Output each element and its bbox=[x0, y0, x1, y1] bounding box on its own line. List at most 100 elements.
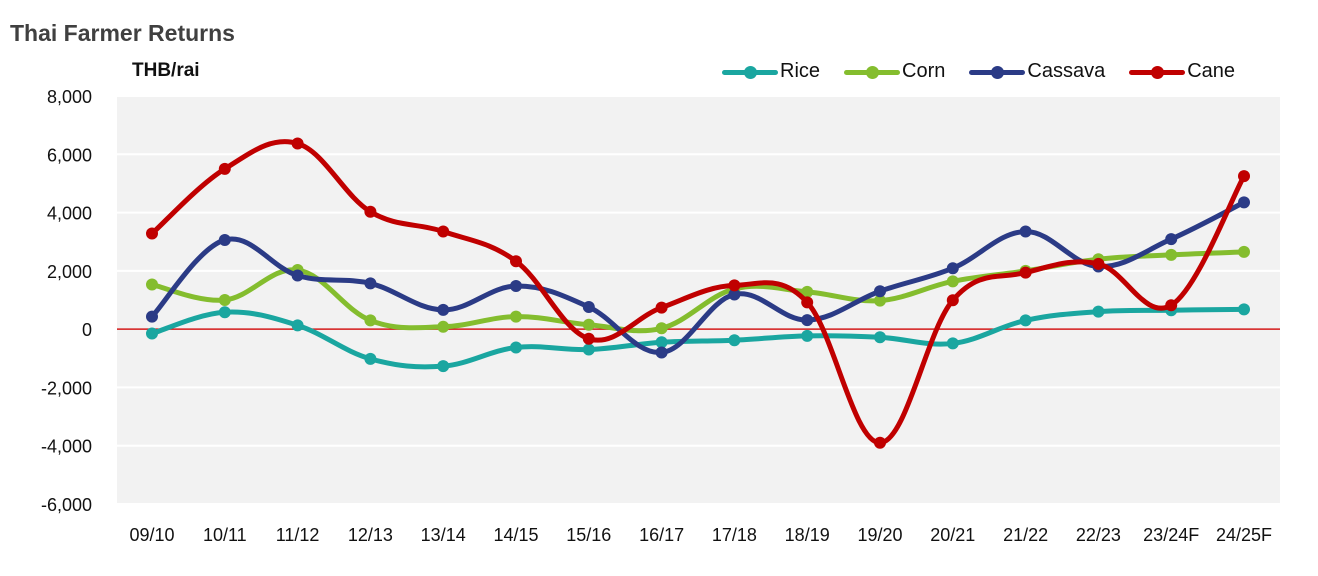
data-point-cassava bbox=[291, 269, 304, 282]
data-point-corn bbox=[510, 310, 522, 323]
series-line-cassava bbox=[149, 199, 1247, 355]
series-line-rice bbox=[149, 306, 1247, 370]
x-tick-label: 22/23 bbox=[1076, 525, 1121, 545]
data-point-rice bbox=[1238, 303, 1250, 316]
data-point-rice bbox=[146, 327, 158, 340]
data-point-corn bbox=[946, 275, 959, 288]
data-point-cassava bbox=[510, 280, 522, 293]
data-point-cane bbox=[364, 205, 377, 218]
legend-swatch-corn bbox=[844, 61, 901, 83]
x-tick-label: 24/25F bbox=[1216, 525, 1272, 545]
data-point-cane bbox=[655, 301, 668, 314]
data-point-rice bbox=[510, 341, 522, 354]
data-point-cassava bbox=[146, 310, 158, 323]
data-point-cassava bbox=[364, 277, 377, 290]
data-point-cassava bbox=[437, 303, 450, 316]
x-tick-label: 16/17 bbox=[639, 525, 684, 545]
data-point-cane bbox=[437, 225, 450, 238]
chart-legend: Rice Corn Cassava Cane bbox=[722, 60, 1235, 83]
data-point-cassava bbox=[582, 300, 595, 313]
y-tick-label: 0 bbox=[82, 320, 92, 340]
data-point-cane bbox=[874, 436, 886, 449]
data-point-cane bbox=[1092, 257, 1105, 270]
data-point-rice bbox=[655, 336, 668, 349]
data-point-cassava bbox=[218, 233, 231, 246]
chart-title: Thai Farmer Returns bbox=[10, 20, 235, 46]
legend-label-cane: Cane bbox=[1187, 60, 1235, 82]
x-tick-label: 19/20 bbox=[857, 525, 902, 545]
data-point-corn bbox=[582, 318, 595, 331]
legend-item-rice: Rice bbox=[722, 60, 820, 83]
data-point-rice bbox=[582, 343, 595, 356]
y-tick-label: 8,000 bbox=[47, 87, 92, 107]
data-point-cane bbox=[1165, 299, 1178, 312]
data-point-rice bbox=[437, 360, 450, 373]
data-point-rice bbox=[946, 337, 959, 350]
data-point-rice bbox=[728, 334, 741, 347]
y-tick-label: -6,000 bbox=[41, 495, 92, 515]
data-point-cane bbox=[582, 332, 595, 345]
legend-label-corn: Corn bbox=[902, 60, 946, 82]
y-tick-label: -2,000 bbox=[41, 378, 92, 398]
x-tick-label: 17/18 bbox=[712, 525, 757, 545]
data-point-corn bbox=[437, 320, 450, 333]
legend-label-cassava: Cassava bbox=[1027, 60, 1106, 82]
data-point-cane bbox=[1238, 170, 1250, 183]
data-point-cassava bbox=[874, 285, 886, 298]
data-point-rice bbox=[1019, 314, 1032, 327]
y-tick-label: 6,000 bbox=[47, 145, 92, 165]
data-point-cassava bbox=[1238, 196, 1250, 209]
x-tick-label: 15/16 bbox=[566, 525, 611, 545]
x-tick-label: 10/11 bbox=[203, 525, 247, 545]
data-point-corn bbox=[801, 285, 814, 298]
legend-item-corn: Corn bbox=[844, 60, 945, 83]
x-tick-label: 09/10 bbox=[129, 525, 174, 545]
data-point-corn bbox=[364, 314, 377, 327]
x-tick-label: 23/24F bbox=[1143, 525, 1199, 545]
legend-item-cane: Cane bbox=[1129, 60, 1235, 83]
y-tick-label: 2,000 bbox=[47, 262, 92, 282]
data-point-cane bbox=[728, 279, 741, 292]
y-axis-unit-label: THB/rai bbox=[132, 60, 200, 81]
legend-swatch-rice bbox=[722, 61, 778, 83]
data-point-corn bbox=[655, 322, 668, 335]
data-point-cane bbox=[1019, 266, 1032, 279]
data-point-cassava bbox=[1019, 225, 1032, 238]
x-tick-label: 11/12 bbox=[276, 525, 320, 545]
y-tick-label: 4,000 bbox=[47, 204, 92, 224]
data-point-rice bbox=[218, 306, 231, 319]
data-point-corn bbox=[1238, 245, 1250, 258]
data-point-corn bbox=[1165, 248, 1178, 261]
data-point-cane bbox=[946, 294, 959, 307]
data-point-cane bbox=[801, 296, 814, 309]
y-tick-label: -4,000 bbox=[41, 437, 92, 457]
legend-swatch-cane bbox=[1129, 61, 1186, 83]
data-point-rice bbox=[364, 352, 377, 365]
legend-item-cassava: Cassava bbox=[969, 60, 1105, 83]
data-point-cassava bbox=[655, 346, 668, 359]
x-tick-label: 18/19 bbox=[785, 525, 830, 545]
x-tick-label: 12/13 bbox=[348, 525, 393, 545]
plot-area bbox=[117, 96, 1280, 504]
x-tick-label: 21/22 bbox=[1003, 525, 1048, 545]
data-point-cassava bbox=[946, 262, 959, 275]
x-tick-label: 20/21 bbox=[930, 525, 975, 545]
data-point-cane bbox=[291, 137, 304, 150]
data-point-rice bbox=[291, 319, 304, 332]
data-point-rice bbox=[801, 329, 814, 342]
data-point-corn bbox=[874, 294, 886, 307]
x-tick-label: 14/15 bbox=[493, 525, 538, 545]
legend-label-rice: Rice bbox=[780, 60, 821, 82]
data-point-corn bbox=[146, 278, 158, 291]
data-point-rice bbox=[874, 331, 886, 344]
data-point-cassava bbox=[1165, 233, 1178, 246]
data-point-cane bbox=[510, 255, 522, 268]
data-point-cassava bbox=[728, 288, 741, 301]
x-tick-label: 13/14 bbox=[421, 525, 466, 545]
data-point-cane bbox=[146, 227, 158, 240]
data-point-cassava bbox=[801, 314, 814, 327]
data-point-cane bbox=[218, 162, 231, 175]
data-point-rice bbox=[1092, 305, 1105, 318]
data-point-corn bbox=[218, 294, 231, 306]
